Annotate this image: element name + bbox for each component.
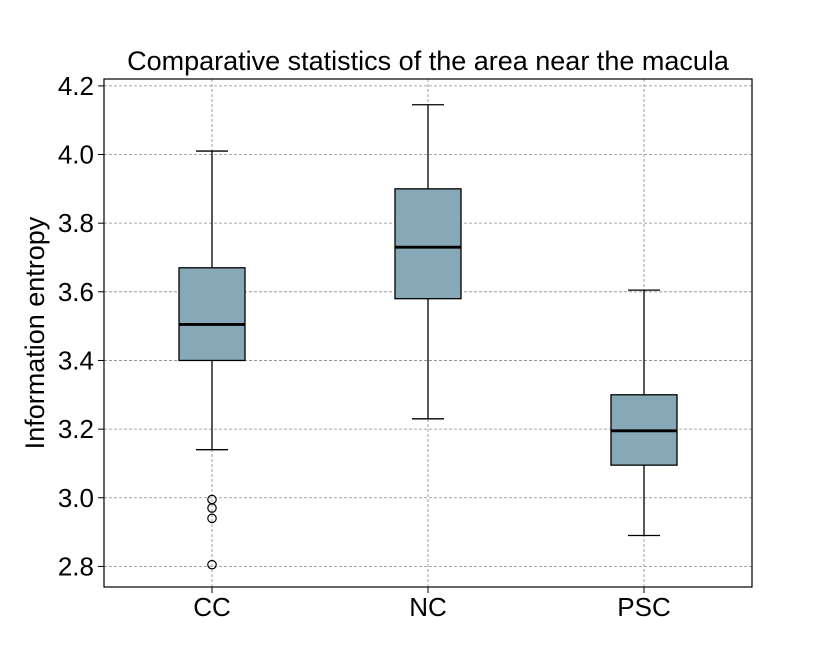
- outlier-point: [207, 503, 217, 513]
- y-tick-label: 2.8: [58, 551, 94, 581]
- y-tick-label: 3.4: [58, 345, 94, 375]
- box-group-psc: [610, 289, 678, 537]
- boxes-layer: [178, 104, 678, 570]
- y-tick-label: 4.2: [58, 71, 94, 101]
- chart-title: Comparative statistics of the area near …: [127, 46, 730, 76]
- box-group-nc: [394, 104, 462, 420]
- x-tick-label-psc: PSC: [617, 592, 670, 622]
- y-tick-label: 3.6: [58, 277, 94, 307]
- y-tick-label: 3.8: [58, 208, 94, 238]
- outlier-point: [207, 559, 217, 570]
- y-tick-label: 4.0: [58, 140, 94, 170]
- iqr-box: [394, 188, 462, 300]
- y-ticks: 2.8 3.0 3.2 3.4 3.6 3.8 4.0 4.2: [58, 71, 104, 581]
- x-tick-label-nc: NC: [409, 592, 447, 622]
- outlier-point: [207, 513, 217, 524]
- box-group-cc: [178, 150, 246, 570]
- y-axis-label: Information entropy: [20, 216, 50, 449]
- iqr-box: [178, 267, 246, 362]
- y-tick-label: 3.2: [58, 414, 94, 444]
- y-tick-label: 3.0: [58, 483, 94, 513]
- x-tick-label-cc: CC: [193, 592, 231, 622]
- x-ticks: CC NC PSC: [193, 587, 671, 622]
